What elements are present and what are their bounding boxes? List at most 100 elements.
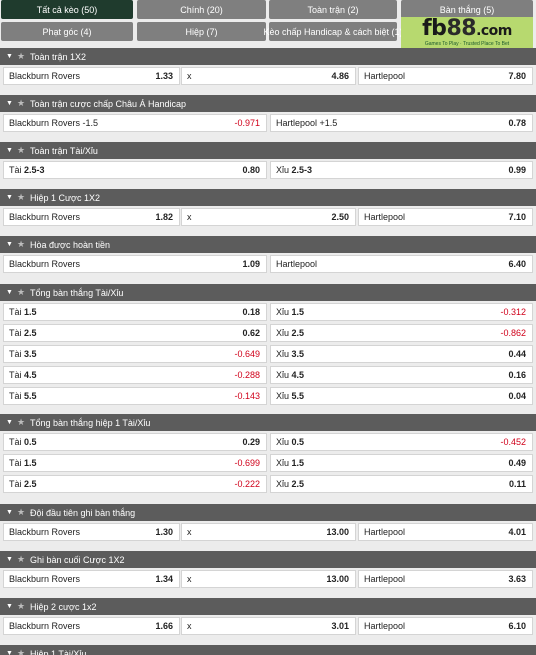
odds-cell[interactable]: Hartlepool 7.10 — [358, 208, 533, 226]
odds-cell[interactable]: Tài 0.5 0.29 — [3, 433, 267, 451]
caret-down-icon[interactable]: ▼ — [6, 509, 13, 516]
odds-cell[interactable]: Blackburn Rovers 1.09 — [3, 255, 267, 273]
odds-value: 0.80 — [242, 165, 260, 175]
tab-all-markets[interactable]: Tất cả kèo (50) — [1, 0, 133, 19]
tab-corners[interactable]: Phạt góc (4) — [1, 22, 133, 41]
odds-cell[interactable]: Xỉu 2.5 0.11 — [270, 475, 533, 493]
odds-cell[interactable]: Tài 4.5 -0.288 — [3, 366, 267, 384]
star-icon[interactable]: ★ — [16, 417, 26, 427]
odds-cell[interactable]: Xỉu 5.5 0.04 — [270, 387, 533, 405]
odds-cell[interactable]: x 13.00 — [181, 523, 356, 541]
odds-cell[interactable]: Xỉu 1.5 -0.312 — [270, 303, 533, 321]
caret-down-icon[interactable]: ▼ — [6, 650, 13, 655]
handicap-line: 2.5 — [24, 328, 37, 338]
star-icon[interactable]: ★ — [16, 192, 26, 202]
odds-value: 1.33 — [155, 71, 173, 81]
odds-cell[interactable]: Blackburn Rovers 1.34 — [3, 570, 180, 588]
star-icon[interactable]: ★ — [16, 507, 26, 517]
odds-cell[interactable]: Hartlepool +1.5 0.78 — [270, 114, 533, 132]
handicap-line: 4.5 — [291, 370, 305, 380]
caret-down-icon[interactable]: ▼ — [6, 53, 13, 60]
caret-down-icon[interactable]: ▼ — [6, 289, 13, 296]
selection-label: Hartlepool — [364, 527, 406, 537]
odds-cell[interactable]: Blackburn Rovers 1.82 — [3, 208, 180, 226]
odds-value: 0.99 — [508, 165, 526, 175]
handicap-line: 5.5 — [24, 391, 37, 401]
star-icon[interactable]: ★ — [16, 98, 26, 108]
odds-cell[interactable]: Xỉu 1.5 0.49 — [270, 454, 533, 472]
odds-cell[interactable]: Tài 1.5 0.18 — [3, 303, 267, 321]
selection-label: Blackburn Rovers — [9, 259, 81, 269]
odds-value: -0.862 — [500, 328, 526, 338]
odds-cell[interactable]: Xỉu 2.5 -0.862 — [270, 324, 533, 342]
caret-down-icon[interactable]: ▼ — [6, 194, 13, 201]
star-icon[interactable]: ★ — [16, 51, 26, 61]
odds-value: -0.143 — [234, 391, 260, 401]
odds-cell[interactable]: Tài 2.5-3 0.80 — [3, 161, 267, 179]
tab-main[interactable]: Chính (20) — [137, 0, 266, 19]
tab-goals[interactable]: Bàn thắng (5) — [401, 0, 533, 19]
section-header[interactable]: ▼ ★ Toàn trận cược chấp Châu Á Handicap — [0, 95, 536, 112]
tab-halves[interactable]: Hiệp (7) — [137, 22, 266, 41]
odds-cell[interactable]: Xỉu 0.5 -0.452 — [270, 433, 533, 451]
odds-value: 6.40 — [508, 259, 526, 269]
odds-value: 1.34 — [155, 574, 173, 584]
odds-cell[interactable]: Tài 2.5 -0.222 — [3, 475, 267, 493]
caret-down-icon[interactable]: ▼ — [6, 147, 13, 154]
section-header[interactable]: ▼ ★ Hiệp 1 Tài/Xỉu — [0, 645, 536, 655]
star-icon[interactable]: ★ — [16, 145, 26, 155]
section-header[interactable]: ▼ ★ Toàn trận Tài/Xỉu — [0, 142, 536, 159]
odds-cell[interactable]: Blackburn Rovers 1.66 — [3, 617, 180, 635]
section-header[interactable]: ▼ ★ Hòa được hoàn tiền — [0, 236, 536, 253]
odds-cell[interactable]: Hartlepool 7.80 — [358, 67, 533, 85]
tab-full-match[interactable]: Toàn trận (2) — [269, 0, 397, 19]
section-header[interactable]: ▼ ★ Toàn trận 1X2 — [0, 48, 536, 65]
handicap-line: 4.5 — [24, 370, 37, 380]
section-header[interactable]: ▼ ★ Ghi bàn cuối Cược 1X2 — [0, 551, 536, 568]
odds-cell[interactable]: Xỉu 3.5 0.44 — [270, 345, 533, 363]
caret-down-icon[interactable]: ▼ — [6, 556, 13, 563]
caret-down-icon[interactable]: ▼ — [6, 603, 13, 610]
tab-handicap[interactable]: Kèo chấp Handicap & cách biệt (1) — [263, 22, 403, 41]
odds-cell[interactable]: x 3.01 — [181, 617, 356, 635]
odds-cell[interactable]: Xỉu 4.5 0.16 — [270, 366, 533, 384]
odds-cell[interactable]: Hartlepool 6.10 — [358, 617, 533, 635]
section-title: Tổng bàn thắng hiệp 1 Tài/Xỉu — [30, 417, 151, 428]
handicap-line: 2.5 — [291, 328, 305, 338]
odds-cell[interactable]: Tài 1.5 -0.699 — [3, 454, 267, 472]
odds-cell[interactable]: Hartlepool 4.01 — [358, 523, 533, 541]
odds-cell[interactable]: x 13.00 — [181, 570, 356, 588]
odds-cell[interactable]: Tài 2.5 0.62 — [3, 324, 267, 342]
selection-label: Tài 1.5 — [9, 307, 37, 317]
odds-cell[interactable]: Tài 5.5 -0.143 — [3, 387, 267, 405]
selection-label: Tài 0.5 — [9, 437, 37, 447]
fb88-logo[interactable]: fb88.com Games To Play · Trusted Place T… — [401, 17, 533, 48]
odds-cell[interactable]: Blackburn Rovers -1.5 -0.971 — [3, 114, 267, 132]
selection-label: Xỉu 5.5 — [276, 391, 305, 401]
odds-cell[interactable]: Hartlepool 6.40 — [270, 255, 533, 273]
caret-down-icon[interactable]: ▼ — [6, 241, 13, 248]
section-header[interactable]: ▼ ★ Hiệp 1 Cược 1X2 — [0, 189, 536, 206]
section-header[interactable]: ▼ ★ Tổng bàn thắng Tài/Xỉu — [0, 284, 536, 301]
section-title: Hiệp 1 Cược 1X2 — [30, 192, 100, 203]
odds-cell[interactable]: Blackburn Rovers 1.33 — [3, 67, 180, 85]
odds-cell[interactable]: Hartlepool 3.63 — [358, 570, 533, 588]
odds-cell[interactable]: x 4.86 — [181, 67, 356, 85]
odds-cell[interactable]: x 2.50 — [181, 208, 356, 226]
section-header[interactable]: ▼ ★ Đội đầu tiên ghi bàn thắng — [0, 504, 536, 521]
star-icon[interactable]: ★ — [16, 648, 26, 655]
star-icon[interactable]: ★ — [16, 554, 26, 564]
selection-label: Blackburn Rovers — [9, 71, 81, 81]
star-icon[interactable]: ★ — [16, 239, 26, 249]
star-icon[interactable]: ★ — [16, 287, 26, 297]
odds-value: 0.29 — [242, 437, 260, 447]
section-header[interactable]: ▼ ★ Tổng bàn thắng hiệp 1 Tài/Xỉu — [0, 414, 536, 431]
odds-cell[interactable]: Xỉu 2.5-3 0.99 — [270, 161, 533, 179]
section-header[interactable]: ▼ ★ Hiệp 2 cược 1x2 — [0, 598, 536, 615]
caret-down-icon[interactable]: ▼ — [6, 419, 13, 426]
star-icon[interactable]: ★ — [16, 601, 26, 611]
caret-down-icon[interactable]: ▼ — [6, 100, 13, 107]
odds-cell[interactable]: Blackburn Rovers 1.30 — [3, 523, 180, 541]
odds-cell[interactable]: Tài 3.5 -0.649 — [3, 345, 267, 363]
odds-value: 0.11 — [508, 479, 526, 489]
